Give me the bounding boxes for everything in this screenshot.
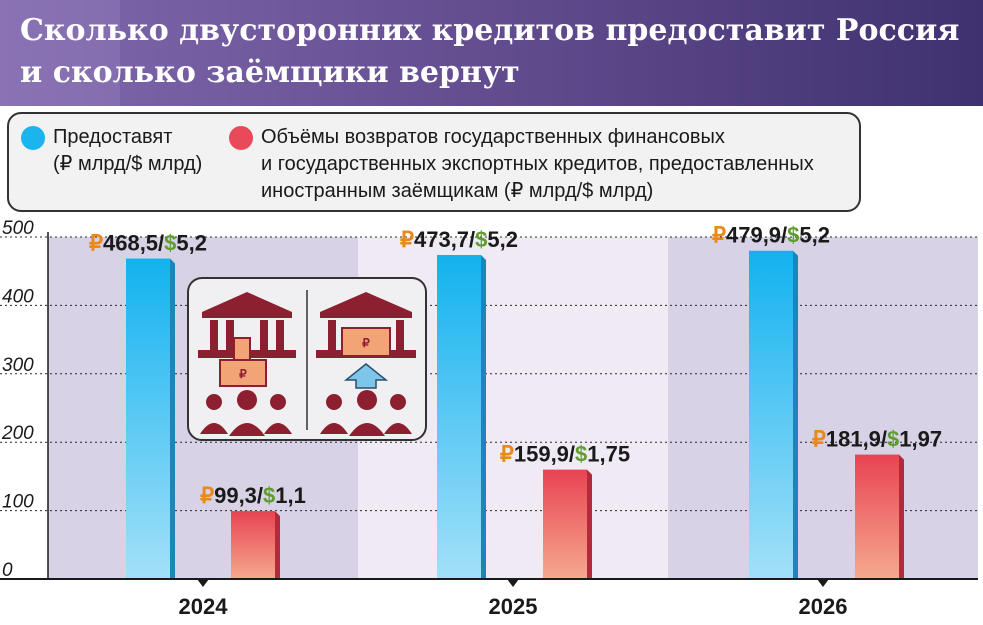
rub-sign: ₽ (500, 442, 514, 467)
bar-side-returned-2026 (899, 454, 904, 579)
y-tick-label: 200 (1, 423, 34, 444)
data-label-returned-2024: ₽99,3/$1,1 (200, 483, 306, 508)
bank-lend-icon: ₽ (198, 292, 296, 387)
separator: / (158, 231, 164, 256)
data-label-given-2025: ₽473,7/$5,2 (400, 227, 518, 252)
data-label-given-2024: ₽468,5/$5,2 (89, 231, 207, 256)
value-usd: 1,97 (899, 427, 942, 452)
legend-item-given: Предоставят (₽ млрд/$ млрд) (53, 124, 202, 178)
separator: / (569, 442, 575, 467)
bank-return-icon: ₽ (316, 292, 416, 389)
bar-side-given-2025 (481, 254, 486, 579)
plot-panel-2026 (668, 237, 978, 579)
legend-item-returned: Объёмы возвратов государственных финансо… (261, 124, 814, 205)
legend-returned-line-2: и государственных экспортных кредитов, п… (261, 153, 814, 175)
value-rub: 468,5 (103, 231, 158, 256)
bar-side-returned-2024 (275, 511, 280, 579)
people-icon-right (320, 390, 412, 436)
x-tick-label-2025: 2025 (489, 594, 538, 619)
legend-given-line-1: Предоставят (53, 126, 173, 148)
svg-text:₽: ₽ (239, 367, 247, 381)
x-tick-label-2026: 2026 (799, 594, 848, 619)
y-tick-label: 400 (2, 286, 34, 307)
value-rub: 473,7 (414, 227, 469, 252)
value-rub: 479,9 (726, 223, 781, 248)
legend: Предоставят (₽ млрд/$ млрд) Объёмы возвр… (7, 112, 861, 212)
bar-given-2025 (437, 254, 481, 579)
usd-sign: $ (164, 231, 176, 256)
value-rub: 159,9 (514, 442, 569, 467)
bar-side-given-2024 (170, 258, 175, 579)
people-icon-left (200, 390, 292, 436)
bar-returned-2024 (231, 511, 275, 579)
x-tick-mark (817, 579, 829, 587)
data-label-given-2026: ₽479,9/$5,2 (712, 223, 830, 248)
x-tick-label-2024: 2024 (179, 594, 229, 619)
rub-sign: ₽ (712, 223, 726, 248)
bar-returned-2026 (855, 454, 899, 579)
rub-sign: ₽ (812, 427, 826, 452)
usd-sign: $ (263, 483, 275, 508)
svg-text:₽: ₽ (362, 336, 370, 350)
chart-title: Сколько двусторонних кредитов предостави… (20, 10, 959, 94)
value-rub: 99,3 (214, 483, 257, 508)
x-tick-mark (197, 579, 209, 587)
data-label-returned-2025: ₽159,9/$1,75 (500, 442, 630, 467)
bar-given-2026 (749, 250, 793, 579)
value-usd: 1,1 (275, 483, 306, 508)
data-label-returned-2026: ₽181,9/$1,97 (812, 427, 942, 452)
legend-returned-line-1: Объёмы возвратов государственных финансо… (261, 126, 725, 148)
value-usd: 1,75 (587, 442, 630, 467)
usd-sign: $ (575, 442, 587, 467)
bar-side-given-2026 (793, 250, 798, 579)
title-line-1: Сколько двусторонних кредитов предостави… (20, 13, 960, 48)
rub-sign: ₽ (89, 231, 103, 256)
separator: / (881, 427, 887, 452)
title-line-2: и сколько заёмщики вернут (20, 55, 520, 90)
x-tick-mark (507, 579, 519, 587)
y-tick-label: 0 (2, 560, 13, 581)
legend-returned-line-3: иностранным заёмщикам (₽ млрд/$ млрд) (261, 180, 654, 202)
bar-side-returned-2025 (587, 469, 592, 579)
legend-dot-returned (229, 126, 253, 150)
usd-sign: $ (475, 227, 487, 252)
rub-sign: ₽ (400, 227, 414, 252)
legend-given-line-2: (₽ млрд/$ млрд) (53, 153, 203, 175)
rub-sign: ₽ (200, 483, 214, 508)
y-tick-label: 100 (2, 492, 34, 513)
y-tick-label: 500 (2, 218, 34, 239)
y-tick-label: 300 (2, 355, 34, 376)
value-usd: 5,2 (176, 231, 207, 256)
value-usd: 5,2 (487, 227, 518, 252)
value-usd: 5,2 (799, 223, 830, 248)
separator: / (781, 223, 787, 248)
value-rub: 181,9 (826, 427, 881, 452)
title-band (0, 0, 983, 106)
illustration: ₽ ₽ (187, 277, 427, 441)
bar-returned-2025 (543, 469, 587, 579)
bar-given-2024 (126, 258, 170, 579)
legend-dot-given (21, 126, 45, 150)
usd-sign: $ (787, 223, 799, 248)
separator: / (469, 227, 475, 252)
usd-sign: $ (887, 427, 899, 452)
separator: / (257, 483, 263, 508)
